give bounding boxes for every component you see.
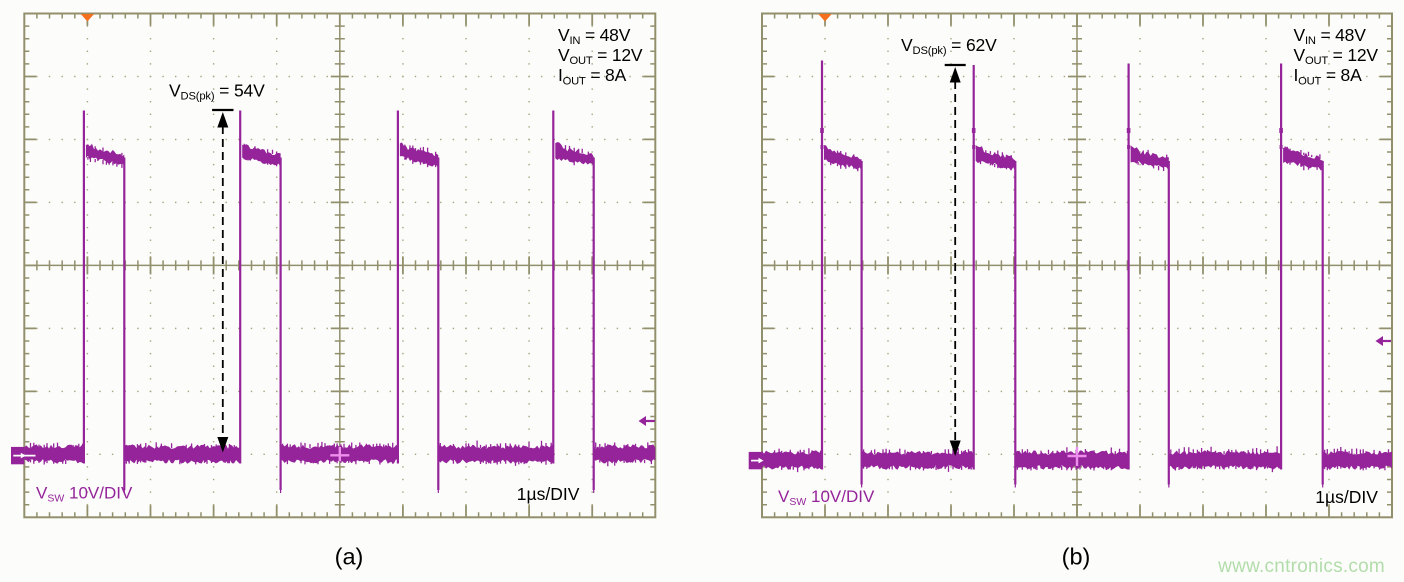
svg-text:(b): (b)	[1062, 544, 1091, 570]
svg-text:IOUT = 8A: IOUT = 8A	[1294, 65, 1363, 87]
svg-text:VSW 10V/DIV: VSW 10V/DIV	[36, 484, 133, 505]
svg-text:IOUT = 8A: IOUT = 8A	[558, 65, 627, 87]
svg-text:www.cntronics.com: www.cntronics.com	[1217, 556, 1385, 577]
svg-text:1µs/DIV: 1µs/DIV	[1315, 487, 1378, 507]
svg-text:VSW 10V/DIV: VSW 10V/DIV	[778, 487, 875, 508]
svg-text:VIN = 48V: VIN = 48V	[558, 25, 631, 47]
svg-text:VOUT = 12V: VOUT = 12V	[1294, 45, 1379, 67]
svg-text:VDS(pk) = 54V: VDS(pk) = 54V	[169, 80, 265, 102]
svg-text:VDS(pk) = 62V: VDS(pk) = 62V	[901, 35, 997, 57]
svg-text:1µs/DIV: 1µs/DIV	[517, 484, 580, 504]
svg-text:VOUT = 12V: VOUT = 12V	[558, 45, 643, 67]
svg-text:VIN = 48V: VIN = 48V	[1294, 25, 1367, 47]
svg-text:(a): (a)	[335, 544, 364, 570]
